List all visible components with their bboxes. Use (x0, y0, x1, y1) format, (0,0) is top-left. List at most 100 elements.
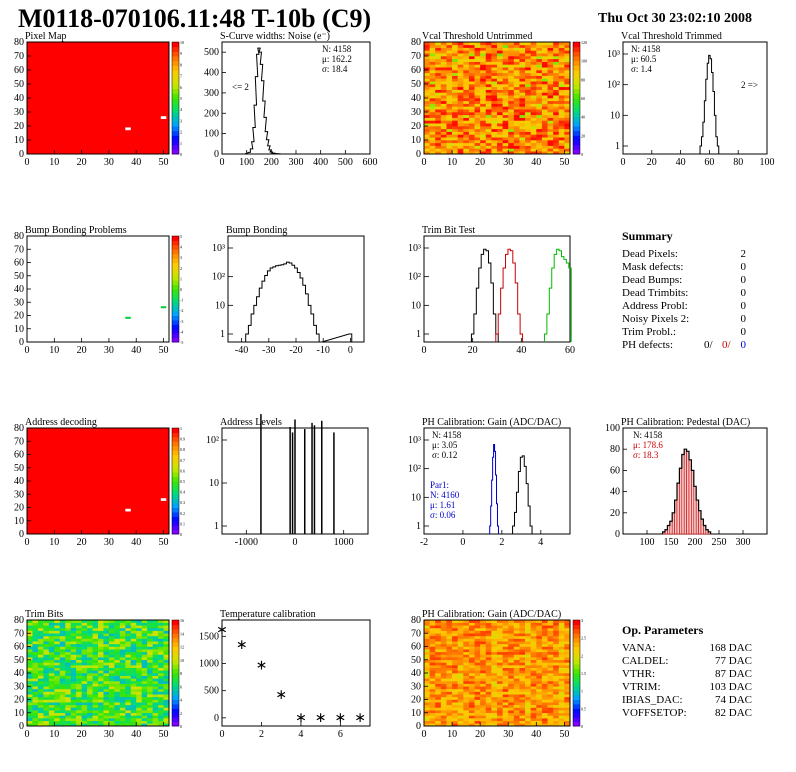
trim-bits-heat-cell (98, 707, 104, 711)
ph-gain-map-heat-cell (547, 651, 554, 655)
ph-gain-map-colorbar-cell (573, 681, 580, 687)
trim-bits-heat-cell (98, 662, 104, 666)
trim-bits-heat-cell (103, 718, 110, 721)
vcal-untrimmed-heat-cell (497, 72, 503, 76)
ph-gain-map-heat-cell (446, 641, 453, 645)
ph-gain-map-heat-cell (519, 704, 526, 708)
vcal-untrimmed-heat-cell (553, 151, 560, 155)
vcal-untrimmed-heat-cell (424, 89, 430, 93)
ph-gain-map-heat-cell (457, 710, 464, 714)
vcal-untrimmed-heat-cell (564, 123, 571, 127)
vcal-untrimmed-heat-cell (558, 140, 565, 144)
trim-bits-heat-cell (43, 702, 50, 706)
ph-gain-map-heat-cell (480, 675, 487, 679)
vcal-untrimmed-heat-cell (480, 117, 487, 121)
trim-bits-heat-cell (37, 635, 44, 639)
trim-bits-heat-cell (136, 654, 142, 658)
vcal-untrimmed-heat-cell (547, 95, 554, 99)
pixel-map-colorbar-cell (172, 56, 179, 62)
trim-bits-heat-cell (141, 670, 148, 674)
ph-gain-map-heat-cell (480, 696, 487, 700)
ph-gain-map-heat-cell (452, 720, 458, 724)
trim-bits-heat-cell (37, 630, 44, 634)
trim-bits-heat-cell (48, 641, 55, 645)
ph-gain-map-heat-cell (497, 718, 503, 721)
trim-bits-colorbar-cell (172, 624, 179, 630)
trim-bits-heat-cell (70, 651, 77, 655)
vcal-untrimmed-heat-cell (463, 123, 470, 127)
ph-gain-map-heat-cell (491, 622, 498, 626)
vcal-untrimmed-heat-cell (480, 109, 487, 113)
ph-gain-map-heat-cell (564, 635, 571, 639)
vcal-untrimmed-heat-cell (491, 53, 498, 57)
trim-bits-heat-cell (27, 702, 33, 706)
trim-bits-heat-cell (43, 633, 50, 637)
trim-bits-heat-cell (54, 723, 61, 727)
vcal-untrimmed-heat-cell (497, 117, 503, 121)
ph-gain-map-heat-cell (547, 712, 554, 716)
ph-gain-map-heat-cell (525, 662, 531, 666)
ph-gain-map-heat-cell (541, 620, 548, 623)
trim-bits-heat-cell (32, 707, 39, 711)
vcal-untrimmed-heat-cell (525, 56, 531, 60)
trim-bits-heat-cell (32, 625, 39, 629)
ph-gain-map-heat-cell (541, 683, 548, 687)
vcal-untrimmed-heat-cell (553, 86, 560, 90)
vcal-untrimmed-heat-cell (564, 44, 571, 48)
vcal-untrimmed-heat-cell (502, 70, 509, 74)
vcal-untrimmed-heat-cell (463, 92, 470, 96)
trim-bits-heat-cell (92, 667, 99, 671)
vcal-untrimmed-heat-cell (541, 145, 548, 149)
ph-gain-map-heat-cell (485, 680, 492, 684)
pixel-map-colorbar-cell (172, 70, 179, 76)
ph-gain-map-heat-cell (558, 683, 565, 687)
ph-gain-map-heat-cell (452, 680, 458, 684)
trim-bits-heat-cell (130, 694, 137, 698)
vcal-untrimmed-heat-cell (468, 123, 475, 127)
ph-gain-map-heat-cell (502, 649, 509, 653)
trim-bits-heat-cell (59, 686, 66, 690)
vcal-untrimmed-heat-cell (508, 72, 515, 76)
trim-bits-heat-cell (130, 654, 137, 658)
ph-gain-map-heat-cell (519, 723, 526, 727)
ph-gain-map-heat-cell (474, 657, 481, 661)
vcal-untrimmed-heat-cell (564, 67, 571, 71)
vcal-untrimmed-heat-cell (440, 109, 447, 113)
ph-gain-map-heat-cell (536, 702, 543, 706)
trim-bits-heat-cell (65, 620, 71, 623)
vcal-untrimmed-heat-cell (429, 112, 436, 116)
trim-bits-heat-cell (98, 638, 104, 642)
vcal-untrimmed-heat-cell (547, 98, 554, 102)
trim-bits-heat-cell (43, 646, 50, 650)
ph-gain-map-heat-cell (480, 688, 487, 692)
vcal-untrimmed-heat-cell (564, 72, 571, 76)
vcal-untrimmed-heat-cell (525, 114, 531, 118)
trim-bits-heat-cell (65, 646, 71, 650)
ph-gain-map-heat-cell (564, 659, 571, 663)
ph-gain-map-heat-cell (541, 641, 548, 645)
ph-gain-map-heat-cell (558, 691, 565, 695)
trim-bits-heat-cell (92, 670, 99, 674)
vcal-untrimmed-heat-cell (525, 50, 531, 54)
ph-gain-map-heat-cell (474, 635, 481, 639)
vcal-untrimmed-heat-cell (530, 70, 537, 74)
trim-bits-heat-cell (32, 651, 39, 655)
ph-gain-map-heat-cell (452, 707, 458, 711)
ph-gain-map-heat-cell (452, 635, 458, 639)
ph-gain-map-heat-cell (452, 704, 458, 708)
ph-gain-map-heat-cell (519, 643, 526, 647)
scurve-noise-ytick-label: 100 (204, 129, 219, 140)
ph-gain-map-heat-cell (457, 646, 464, 650)
ph-gain-map-heat-cell (480, 622, 487, 626)
ph-gain-map-heat-cell (547, 720, 554, 724)
ph-gain-map-colorbar-tick: 3 (581, 618, 583, 623)
ph-gain-map-heat-cell (541, 646, 548, 650)
trim-bits-heat-cell (92, 680, 99, 684)
trim-bits-heat-cell (158, 641, 164, 645)
pixel-map-dead-pixel (160, 116, 167, 119)
trim-bits-heat-cell (70, 670, 77, 674)
trim-bits-heat-cell (158, 718, 164, 721)
trim-bits-heat-cell (147, 702, 153, 706)
vcal-untrimmed-heat-cell (558, 53, 565, 57)
ph-gain-map-heat-cell (508, 702, 515, 706)
